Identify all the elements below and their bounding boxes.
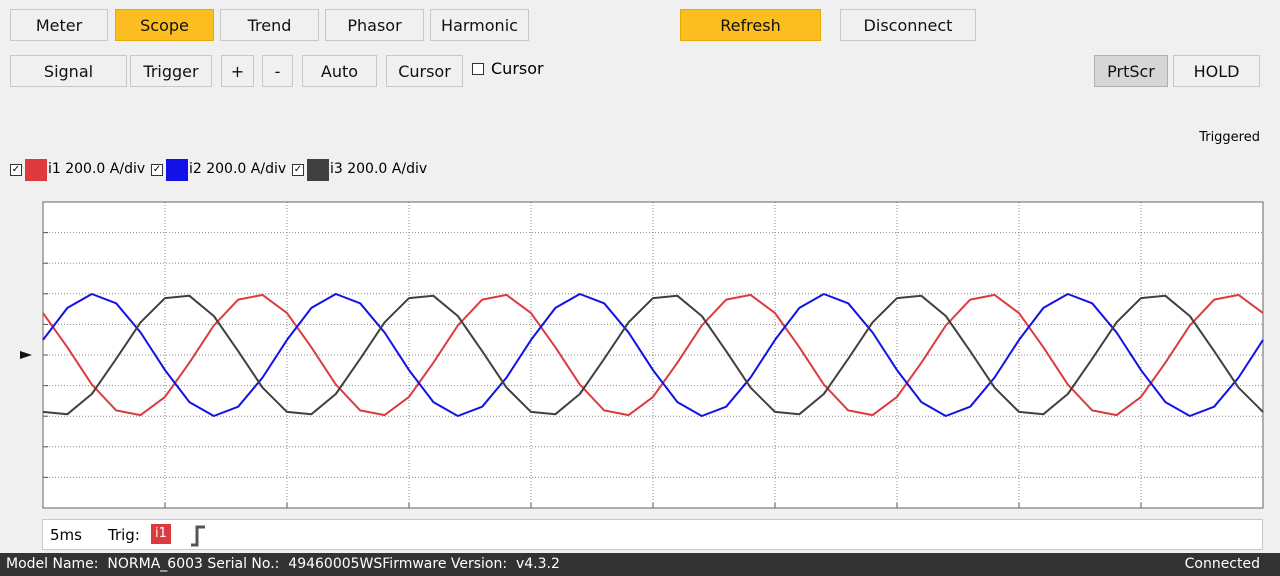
- channel-label: i3 200.0 A/div: [330, 161, 428, 177]
- channel-swatch[interactable]: [25, 159, 47, 181]
- checkbox-label[interactable]: Cursor: [491, 59, 544, 78]
- scope-plot: [20, 201, 1264, 509]
- channel-checkbox[interactable]: ✓: [10, 164, 22, 176]
- trace: [42, 294, 1264, 416]
- timebase: 5ms: [50, 526, 82, 544]
- channel-label: i1 200.0 A/div: [48, 161, 146, 177]
- button[interactable]: +: [221, 55, 254, 87]
- channel-label: i2 200.0 A/div: [189, 161, 287, 177]
- device-info: Model Name: NORMA_6003 Serial No.: 49460…: [6, 556, 560, 572]
- trace: [42, 293, 1264, 417]
- button[interactable]: Scope: [115, 9, 214, 41]
- button[interactable]: Auto: [302, 55, 377, 87]
- button[interactable]: Refresh: [680, 9, 821, 41]
- plot-border: [42, 201, 1264, 509]
- channel-swatch[interactable]: [166, 159, 188, 181]
- trig-channel[interactable]: i1: [151, 524, 171, 544]
- button[interactable]: Disconnect: [840, 9, 976, 41]
- scope-footer: 5ms Trig: i1: [42, 519, 1263, 550]
- channel-swatch[interactable]: [307, 159, 329, 181]
- trace: [42, 293, 1264, 417]
- button[interactable]: Cursor: [386, 55, 463, 87]
- button[interactable]: Meter: [10, 9, 108, 41]
- button[interactable]: HOLD: [1173, 55, 1260, 87]
- edge-icon: [191, 525, 205, 547]
- channel-checkbox[interactable]: ✓: [151, 164, 163, 176]
- trig-label: Trig:: [108, 526, 140, 544]
- button[interactable]: Harmonic: [430, 9, 529, 41]
- status-bar: Model Name: NORMA_6003 Serial No.: 49460…: [0, 553, 1280, 576]
- connection-status: Connected: [1184, 556, 1260, 572]
- button[interactable]: Trend: [220, 9, 319, 41]
- button[interactable]: PrtScr: [1094, 55, 1168, 87]
- button[interactable]: Trigger: [130, 55, 212, 87]
- zero-marker: [20, 351, 32, 359]
- checkbox[interactable]: [472, 63, 484, 75]
- channel-checkbox[interactable]: ✓: [292, 164, 304, 176]
- button[interactable]: Signal: [10, 55, 127, 87]
- status: Triggered: [1199, 130, 1260, 145]
- button[interactable]: -: [262, 55, 293, 87]
- button[interactable]: Phasor: [325, 9, 424, 41]
